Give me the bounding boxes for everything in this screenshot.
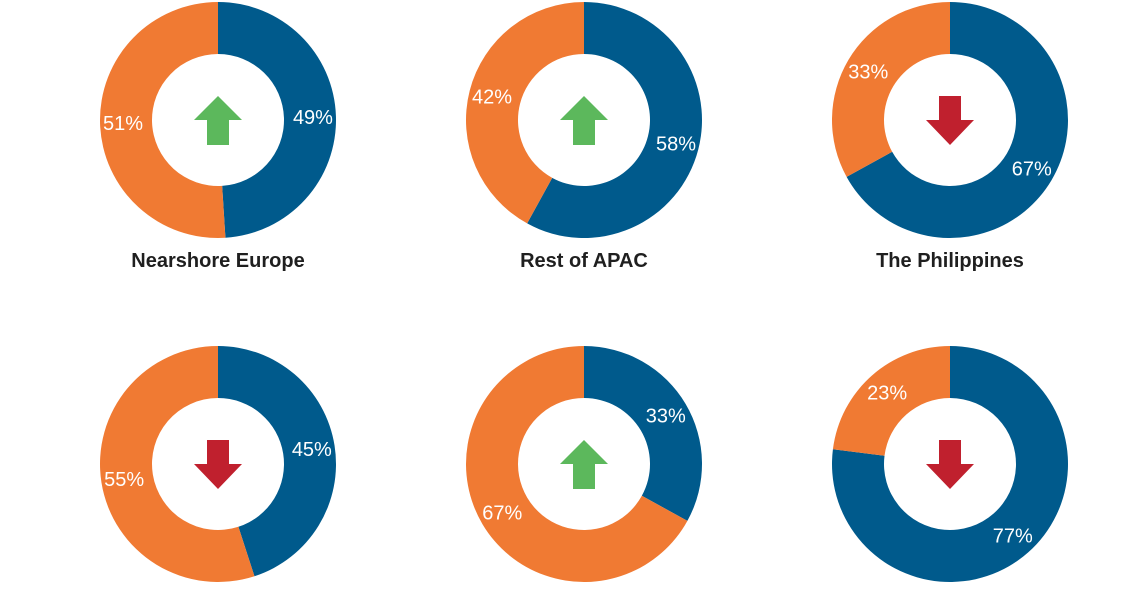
chart-title: The Philippines (876, 250, 1024, 272)
donut-slice-orange (99, 2, 226, 239)
donut-slice-orange (466, 346, 688, 582)
slice-percent-label: 67% (482, 502, 522, 524)
donut-slice-orange (99, 346, 255, 582)
donut-slice-blue (832, 346, 1068, 582)
slice-percent-label: 45% (292, 439, 332, 461)
slice-percent-label: 51% (103, 113, 143, 135)
donut-chart: 33% 67% (464, 344, 704, 584)
donut-slice-blue (218, 2, 336, 238)
arrow-up-icon (560, 440, 608, 489)
donut-svg: 77% 23% (832, 346, 1068, 582)
donut-slice-orange (832, 2, 950, 177)
donut-chart: 45% 55% (98, 344, 338, 584)
donut-slice-orange (832, 346, 950, 456)
donut-chart: 77% 23% (830, 344, 1070, 584)
slice-percent-label: 33% (646, 406, 686, 428)
arrow-up-icon (194, 96, 242, 145)
donut-slice-blue (584, 346, 702, 521)
donut-slice-blue (527, 2, 702, 238)
slice-percent-label: 42% (472, 86, 512, 108)
chart-title: Rest of APAC (520, 250, 648, 272)
slice-percent-label: 77% (993, 525, 1033, 547)
arrow-down-icon (926, 440, 974, 489)
slice-percent-label: 23% (867, 383, 907, 405)
slice-percent-label: 33% (848, 62, 888, 84)
donut-svg: 58% 42% (466, 2, 702, 238)
donut-svg: 33% 67% (466, 346, 702, 582)
slice-percent-label: 55% (104, 469, 144, 491)
donut-svg: 49% 51% (99, 2, 336, 239)
chart-title: Nearshore Europe (131, 250, 305, 272)
donut-chart: 67% 33% (830, 0, 1070, 240)
arrow-down-icon (926, 96, 974, 145)
arrow-down-icon (194, 440, 242, 489)
slice-percent-label: 49% (293, 107, 333, 129)
slice-percent-label: 58% (656, 134, 696, 156)
donut-slice-orange (466, 2, 584, 224)
donut-svg: 45% 55% (99, 346, 336, 582)
arrow-up-icon (560, 96, 608, 145)
donut-slice-blue (218, 346, 336, 577)
donut-svg: 67% 33% (832, 2, 1068, 239)
donut-slice-blue (846, 2, 1068, 239)
donut-chart: 58% 42% (464, 0, 704, 240)
donut-chart: 49% 51% (98, 0, 338, 240)
slice-percent-label: 67% (1012, 158, 1052, 180)
